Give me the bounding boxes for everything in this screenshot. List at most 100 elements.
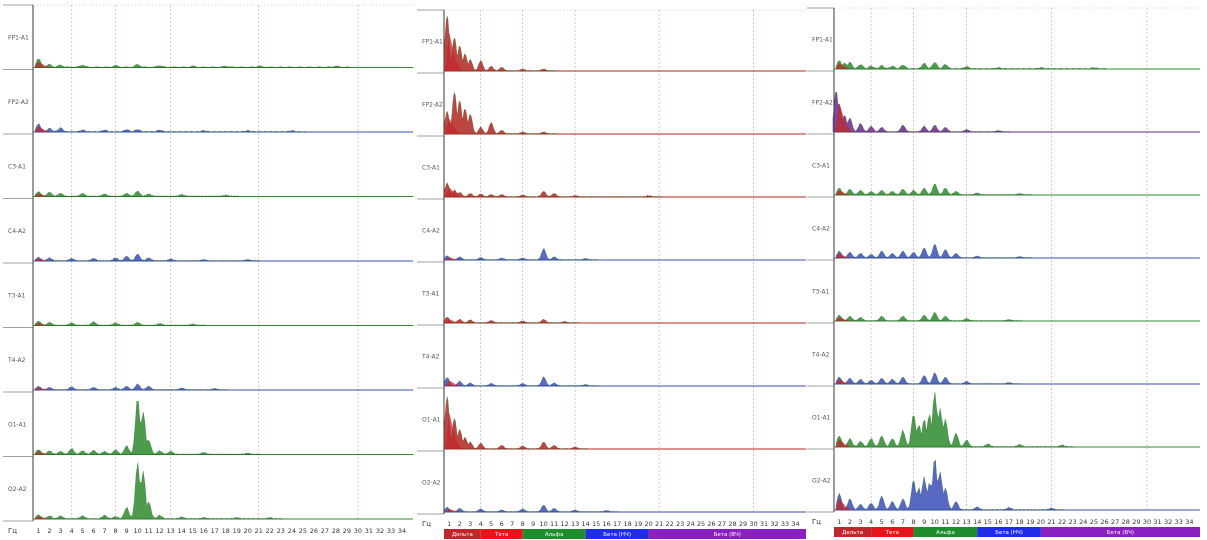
x-tick-label: 14 [973,518,981,526]
frequency-band-label: Бета (НЧ) [995,530,1023,536]
x-tick-label: 14 [582,520,590,528]
x-tick-label: 19 [634,520,642,528]
delta-component [34,61,52,68]
x-tick-label: 15 [984,518,992,526]
x-tick-label: 25 [299,527,307,535]
x-tick-label: 16 [994,518,1002,526]
x-tick-label: 1 [447,520,451,528]
spectrum-area [835,311,1023,322]
spectrum-area [34,190,240,197]
x-tick-label: 33 [781,520,789,528]
delta-component [445,187,462,197]
x-tick-label: 30 [1143,518,1151,526]
frequency-band-label: Бета (ВЧ) [1107,530,1134,536]
x-tick-label: 27 [718,520,726,528]
channel-label: C4-A2 [8,228,26,235]
x-tick-label: 9 [125,527,129,535]
x-tick-label: 28 [728,520,736,528]
x-tick-label: 20 [1037,518,1045,526]
delta-component [445,380,462,386]
x-axis-unit: Гц [8,527,17,535]
x-tick-label: 8 [911,518,915,526]
spectrum-panel-left: FP1-A1 FP2-A2 C3-A1 C4-A2 T3-A1 T4-A2 O1-A1 O2-… [3,4,413,535]
x-tick-label: 3 [858,518,862,526]
spectrum-area [34,59,350,68]
x-tick-label: 4 [69,527,73,535]
x-tick-label: 18 [222,527,230,535]
channel-label: FP1-A1 [8,34,29,41]
channel-label: T3-A1 [7,292,26,299]
x-tick-label: 31 [365,527,373,535]
x-tick-label: 20 [244,527,252,535]
x-tick-label: 34 [791,520,799,528]
delta-component [835,498,852,510]
x-tick-label: 25 [1090,518,1098,526]
delta-component [34,258,52,261]
x-tick-label: 33 [1175,518,1183,526]
spectrum-area [832,91,1012,133]
channel-label: T4-A2 [811,352,830,359]
x-tick-label: 34 [1185,518,1193,526]
x-tick-label: 12 [561,520,569,528]
delta-component [445,319,462,323]
frequency-band [648,529,806,539]
x-tick-label: 10 [931,518,939,526]
channel-label: FP2-A2 [8,99,29,106]
x-tick-label: 32 [1164,518,1172,526]
channel-label: C3-A1 [422,165,440,172]
delta-component [34,387,52,390]
x-tick-label: 21 [255,527,263,535]
channel-label: FP2-A2 [422,102,443,109]
x-tick-label: 19 [233,527,241,535]
spectrum-area [34,400,262,455]
x-tick-label: 26 [1100,518,1108,526]
x-tick-label: 17 [211,527,219,535]
x-tick-label: 17 [1005,518,1013,526]
spectrum-area [443,376,599,387]
x-tick-label: 32 [770,520,778,528]
frequency-band-label: Альфа [936,530,955,536]
x-tick-label: 30 [354,527,362,535]
delta-component [34,322,52,326]
x-tick-label: 14 [178,527,186,535]
x-tick-label: 21 [1047,518,1055,526]
x-tick-label: 5 [80,527,84,535]
spectrum-area [835,243,1033,259]
spectrum-area [34,123,306,133]
x-tick-label: 25 [697,520,705,528]
spectrum-area [835,392,1076,448]
spectrum-area [443,317,578,324]
spectrum-area [835,183,1034,196]
x-tick-label: 11 [145,527,153,535]
x-tick-label: 11 [550,520,558,528]
x-tick-label: 23 [1069,518,1077,526]
spectrum-area [835,372,1023,385]
x-tick-label: 2 [848,518,852,526]
channel-label: T4-A2 [421,354,440,361]
spectrum-area [443,92,557,135]
spectrum-area [443,396,589,450]
channel-label: FP2-A2 [812,100,833,107]
x-tick-label: 24 [288,527,296,535]
x-tick-label: 16 [602,520,610,528]
frequency-band [444,529,481,539]
x-tick-label: 27 [321,527,329,535]
x-tick-label: 22 [665,520,673,528]
x-tick-label: 12 [156,527,164,535]
frequency-band-label: Тета [494,532,508,538]
x-tick-label: 11 [941,518,949,526]
channel-label: O2-A2 [8,486,27,493]
x-tick-label: 23 [277,527,285,535]
channel-label: O1-A1 [8,421,27,428]
channel-label: T4-A2 [7,357,26,364]
spectrum-area [443,504,620,513]
delta-component [445,508,462,512]
x-tick-label: 29 [343,527,351,535]
x-tick-label: 28 [332,527,340,535]
spectrum-area [34,462,284,520]
x-tick-label: 19 [1026,518,1034,526]
frequency-band-label: Дельта [842,530,863,536]
x-tick-label: 23 [676,520,684,528]
x-tick-label: 2 [458,520,462,528]
